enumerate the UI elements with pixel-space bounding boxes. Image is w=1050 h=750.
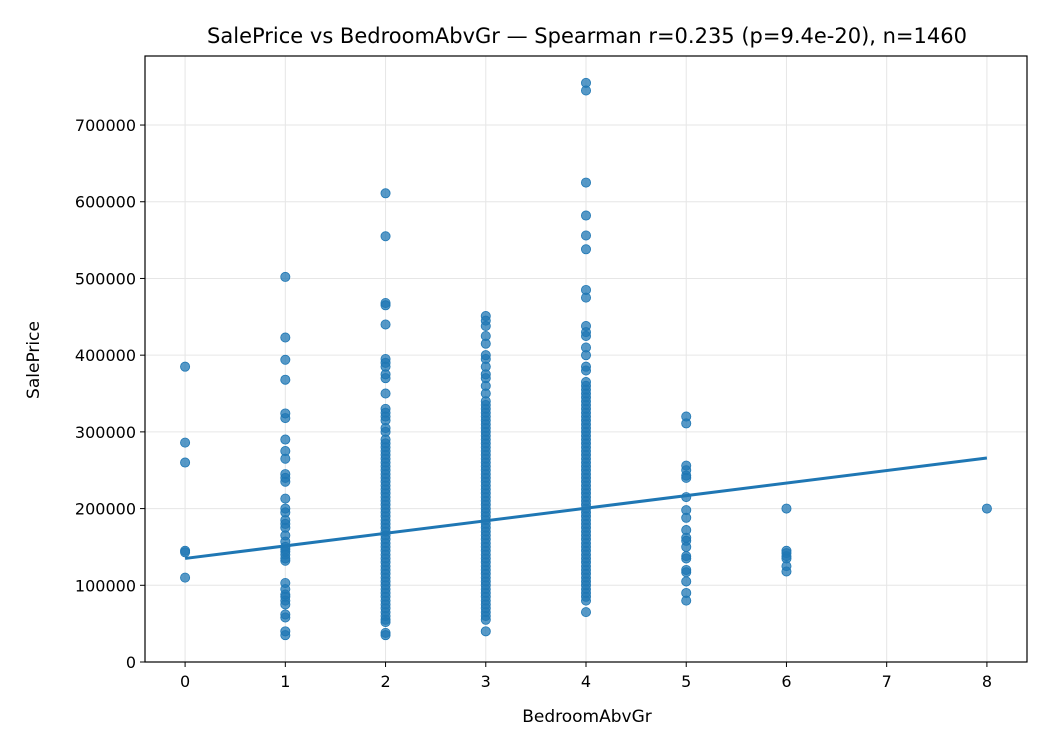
data-point xyxy=(981,503,992,514)
y-tick-label: 0 xyxy=(126,653,136,672)
data-point xyxy=(280,271,291,282)
y-tick-label: 300000 xyxy=(75,423,136,442)
data-point xyxy=(380,319,391,330)
data-point xyxy=(380,630,391,641)
data-point xyxy=(681,567,692,578)
y-axis: 0 100000 200000 300000 400000 500000 600000 700… xyxy=(75,116,145,672)
data-point xyxy=(280,630,291,641)
data-point xyxy=(280,599,291,610)
x-tick-label: 1 xyxy=(280,672,290,691)
y-tick-label: 100000 xyxy=(75,576,136,595)
data-point xyxy=(581,177,592,188)
data-point xyxy=(180,361,191,372)
data-point xyxy=(681,472,692,483)
y-tick-label: 700000 xyxy=(75,116,136,135)
data-point xyxy=(180,572,191,583)
data-point xyxy=(380,231,391,242)
data-point xyxy=(280,555,291,566)
y-tick-label: 600000 xyxy=(75,193,136,212)
data-point xyxy=(480,626,491,637)
data-point xyxy=(681,541,692,552)
data-point xyxy=(180,547,191,558)
x-tick-label: 0 xyxy=(180,672,190,691)
data-point xyxy=(581,350,592,361)
data-point xyxy=(380,300,391,311)
y-tick-label: 400000 xyxy=(75,346,136,365)
data-point xyxy=(480,614,491,625)
data-point xyxy=(581,230,592,241)
x-tick-label: 4 xyxy=(581,672,591,691)
x-tick-label: 7 xyxy=(882,672,892,691)
data-point xyxy=(280,453,291,464)
data-point xyxy=(180,437,191,448)
data-point xyxy=(280,413,291,424)
data-point xyxy=(681,512,692,523)
data-point xyxy=(380,188,391,199)
x-tick-label: 5 xyxy=(681,672,691,691)
data-point xyxy=(180,457,191,468)
data-point xyxy=(280,493,291,504)
y-axis-label: SalePrice xyxy=(24,321,44,399)
data-point xyxy=(681,595,692,606)
x-tick-label: 3 xyxy=(481,672,491,691)
x-tick-label: 8 xyxy=(982,672,992,691)
data-point xyxy=(581,607,592,618)
data-point xyxy=(280,476,291,487)
data-point xyxy=(480,338,491,349)
data-point xyxy=(280,612,291,623)
data-point xyxy=(280,374,291,385)
data-point xyxy=(581,365,592,376)
data-point xyxy=(681,553,692,564)
data-point xyxy=(581,292,592,303)
y-tick-label: 200000 xyxy=(75,500,136,519)
data-point xyxy=(781,503,792,514)
data-point xyxy=(280,332,291,343)
x-tick-label: 6 xyxy=(781,672,791,691)
data-point xyxy=(581,210,592,221)
data-point xyxy=(480,321,491,332)
data-point xyxy=(581,244,592,255)
data-point xyxy=(581,330,592,341)
data-point xyxy=(581,85,592,96)
data-point xyxy=(681,576,692,587)
data-point xyxy=(380,373,391,384)
trend-layer xyxy=(184,456,988,560)
data-point xyxy=(781,566,792,577)
y-tick-label: 500000 xyxy=(75,269,136,288)
x-axis: 0 1 2 3 4 5 6 7 8 xyxy=(180,662,992,691)
x-axis-label: BedroomAbvGr xyxy=(522,707,652,727)
x-tick-label: 2 xyxy=(380,672,390,691)
data-point xyxy=(380,388,391,399)
data-point xyxy=(280,434,291,445)
points-layer xyxy=(180,77,992,641)
chart-title: SalePrice vs BedroomAbvGr — Spearman r=0… xyxy=(207,24,967,48)
data-point xyxy=(681,418,692,429)
data-point xyxy=(581,595,592,606)
trend-line xyxy=(184,456,988,560)
data-point xyxy=(280,354,291,365)
data-point xyxy=(380,617,391,628)
